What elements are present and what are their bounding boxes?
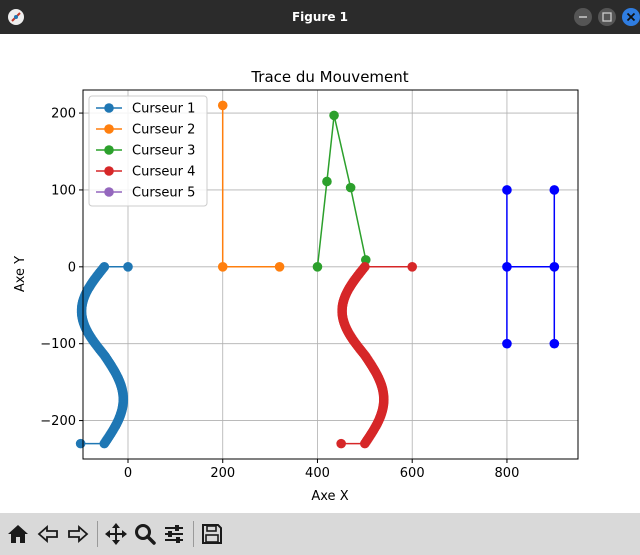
data-point	[502, 338, 512, 349]
close-icon[interactable]	[622, 8, 640, 26]
x-tick-label: 600	[400, 466, 425, 481]
toolbar-separator	[193, 521, 194, 547]
axes-frame	[82, 89, 579, 460]
legend-label: Curseur 5	[132, 186, 195, 201]
pan-icon[interactable]	[104, 522, 128, 546]
matplotlib-icon	[8, 9, 24, 25]
data-point	[329, 110, 339, 121]
legend-swatch-marker	[104, 103, 114, 113]
data-point	[217, 262, 228, 272]
data-point	[312, 262, 323, 272]
figure-canvas[interactable]: Trace du Mouvement 0 200 400 600 800 200 100 0 −…	[0, 34, 640, 513]
save-icon[interactable]	[200, 522, 224, 546]
y-axis-label: Axe Y	[13, 256, 28, 292]
ticks: 0 200 400 600 800 200 100 0 −100 −200	[40, 107, 519, 481]
window-titlebar: Figure 1	[0, 0, 640, 34]
toolbar-separator	[97, 521, 98, 547]
data-point	[407, 262, 418, 272]
data-point	[345, 182, 356, 193]
series-line	[316, 115, 367, 267]
zoom-icon[interactable]	[133, 522, 157, 546]
y-tick-label: 200	[51, 107, 76, 122]
data-point	[549, 338, 560, 349]
chart-title: Trace du Mouvement	[250, 68, 408, 86]
forward-icon[interactable]	[66, 522, 90, 546]
legend-label: Curseur 4	[132, 165, 195, 180]
legend-swatch-marker	[104, 145, 114, 155]
y-tick-label: −100	[40, 337, 76, 352]
x-tick-label: 400	[305, 466, 330, 481]
x-tick-label: 0	[124, 466, 132, 481]
data-point	[99, 438, 110, 449]
x-tick-label: 200	[210, 466, 235, 481]
legend-label: Curseur 1	[132, 102, 195, 117]
data-point	[322, 176, 332, 187]
legend-swatch-marker	[104, 124, 114, 134]
data-point	[123, 262, 133, 272]
data-point	[502, 262, 512, 272]
navigation-toolbar	[0, 513, 640, 555]
chart: Trace du Mouvement 0 200 400 600 800 200 100 0 −…	[13, 68, 579, 504]
back-icon[interactable]	[36, 522, 60, 546]
x-tick-label: 800	[495, 466, 520, 481]
y-tick-label: −200	[40, 414, 76, 429]
configure-subplots-icon[interactable]	[162, 522, 186, 546]
data-point	[336, 438, 346, 449]
series-layer	[75, 100, 560, 449]
home-icon[interactable]	[6, 522, 30, 546]
data-point	[360, 438, 370, 449]
data-point	[549, 185, 560, 195]
data-point	[502, 185, 512, 195]
legend-label: Curseur 2	[132, 123, 195, 138]
data-point	[217, 100, 228, 111]
data-point	[549, 262, 560, 272]
data-point	[274, 262, 285, 272]
legend-label: Curseur 3	[132, 144, 195, 159]
minimize-icon[interactable]	[574, 8, 592, 26]
legend: Curseur 1 Curseur 2 Curseur 3 Curseur 4 Curs…	[88, 95, 208, 207]
x-axis-label: Axe X	[311, 489, 348, 504]
data-point	[75, 438, 86, 449]
y-tick-label: 0	[68, 260, 76, 275]
window-title: Figure 1	[291, 10, 349, 24]
legend-swatch-marker	[104, 166, 114, 176]
legend-box	[88, 95, 208, 207]
maximize-icon[interactable]	[598, 8, 616, 26]
y-tick-label: 100	[51, 183, 76, 198]
legend-swatch-marker	[104, 187, 114, 197]
series-line	[221, 105, 280, 268]
